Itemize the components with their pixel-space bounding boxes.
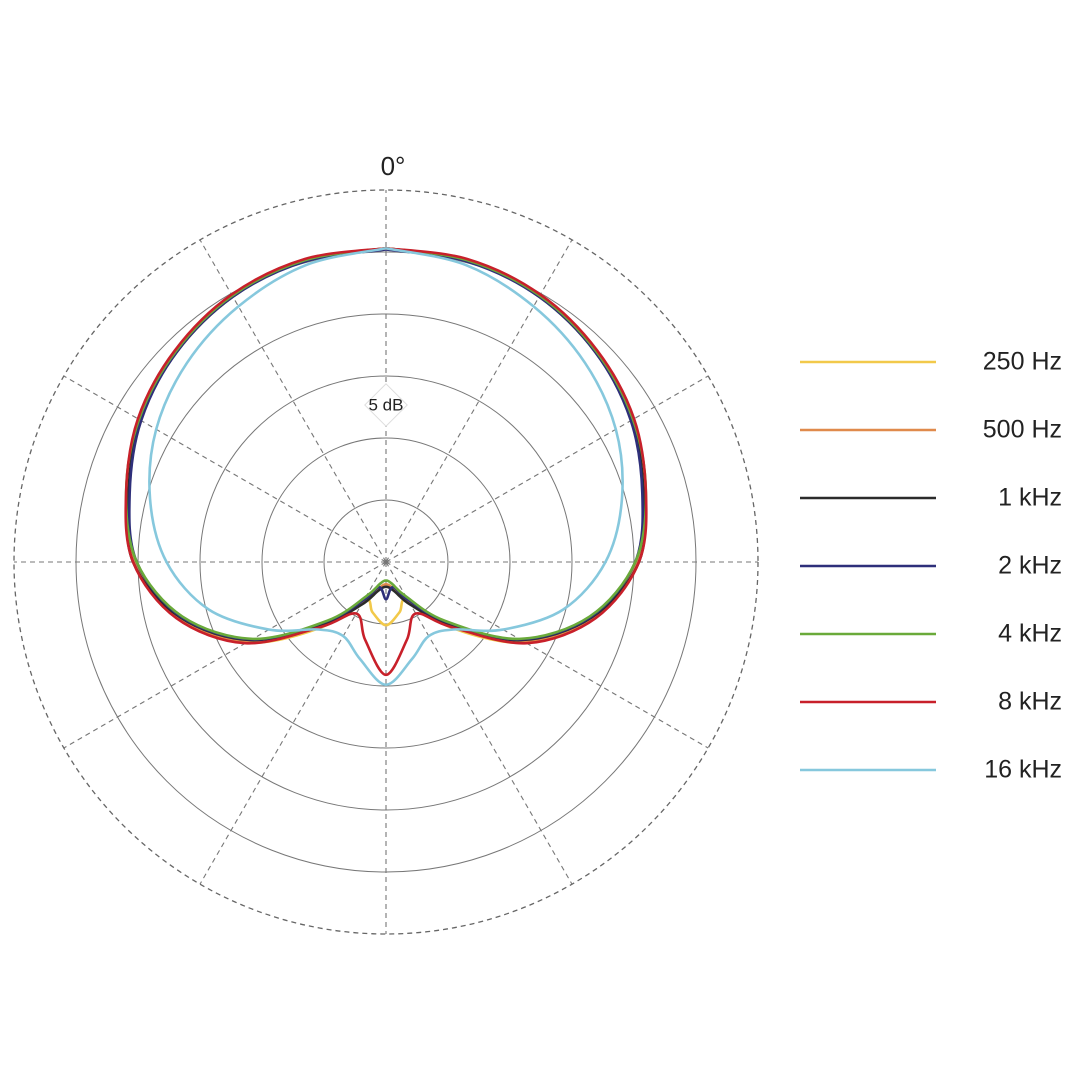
spoke xyxy=(385,561,573,885)
annotation: 5 dB xyxy=(369,395,404,414)
spoke xyxy=(63,561,387,749)
spoke xyxy=(385,375,709,563)
polar-curve xyxy=(124,246,648,677)
angle-label: 0° xyxy=(381,151,406,181)
legend-label: 4 kHz xyxy=(998,620,1062,648)
annotation-box xyxy=(364,383,408,427)
legend-label: 250 Hz xyxy=(983,348,1062,376)
labels: 0° 5 dB xyxy=(364,151,408,427)
spoke xyxy=(63,375,387,563)
legend-label: 16 kHz xyxy=(984,756,1062,784)
legend: 250 Hz 500 Hz 1 kHz 2 kHz 4 kHz 8 kHz 16 kHz xyxy=(800,348,1062,784)
legend-label: 1 kHz xyxy=(998,484,1062,512)
ring xyxy=(199,375,573,749)
spoke xyxy=(385,561,709,749)
legend-label: 2 kHz xyxy=(998,552,1062,580)
spoke xyxy=(199,561,387,885)
legend-label: 500 Hz xyxy=(983,416,1062,444)
curves xyxy=(124,246,648,687)
polar-curve xyxy=(148,247,624,687)
legend-label: 8 kHz xyxy=(998,688,1062,716)
polar-curve xyxy=(127,248,645,641)
polar-curve xyxy=(124,246,648,641)
